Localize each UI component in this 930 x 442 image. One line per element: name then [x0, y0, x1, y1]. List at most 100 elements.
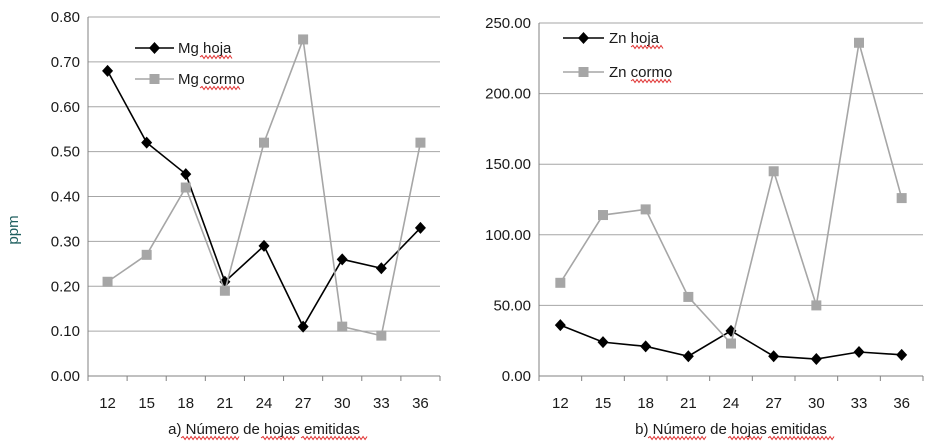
x-tick-label-a: 12: [99, 395, 116, 412]
data-point: [376, 330, 387, 341]
x-tick-label-b: 36: [893, 395, 910, 412]
legend-marker: [578, 32, 589, 44]
data-point: [258, 239, 270, 252]
data-point: [414, 221, 426, 234]
legend-label: Zn hoja: [609, 30, 660, 47]
data-point: [598, 210, 608, 221]
legend-label: Mg hoja: [178, 40, 232, 57]
data-point: [415, 137, 426, 148]
spellcheck-mark: [767, 435, 835, 441]
data-point: [180, 168, 192, 181]
spellcheck-mark: [727, 435, 763, 441]
data-point: [896, 348, 908, 361]
x-tick-label-a: 33: [373, 395, 390, 412]
spellcheck-mark: [260, 435, 296, 441]
y-tick-label-b: 150.00: [485, 156, 531, 173]
data-point: [102, 276, 113, 287]
legend-a: Mg hoja Mg cormo: [135, 40, 245, 91]
y-tick-label-a: 0.80: [51, 9, 80, 26]
x-tick-label-a: 21: [217, 395, 234, 412]
legend-marker: [149, 74, 160, 84]
y-axis-label-a: ppm: [5, 215, 22, 244]
spellcheck-mark: [630, 78, 672, 84]
spellcheck-mark: [199, 85, 241, 91]
data-point: [180, 182, 191, 193]
y-tick-label-b: 250.00: [485, 15, 531, 32]
spellcheck-mark: [630, 44, 664, 50]
x-tick-label-a: 15: [138, 395, 155, 412]
x-tick-label-b: 21: [680, 395, 697, 412]
legend-marker: [578, 67, 589, 77]
x-tick-label-a: 27: [295, 395, 312, 412]
series-line: [106, 70, 422, 329]
data-point: [896, 193, 907, 204]
data-point: [768, 166, 779, 177]
data-point: [768, 350, 780, 363]
data-point: [336, 253, 348, 266]
x-tick-label-a: 30: [334, 395, 351, 412]
legend-label: Zn cormo: [609, 64, 672, 81]
y-tick-label-a: 0.30: [51, 233, 80, 250]
y-tick-label-a: 0.70: [51, 54, 80, 71]
series-line: [559, 42, 903, 346]
data-point: [102, 64, 114, 77]
data-point: [811, 300, 822, 311]
x-tick-label-b: 30: [808, 395, 825, 412]
x-tick-label-b: 33: [851, 395, 868, 412]
spellcheck-mark: [647, 435, 707, 441]
spellcheck-mark: [300, 435, 368, 441]
data-point: [726, 338, 736, 349]
y-tick-label-a: 0.00: [51, 368, 80, 385]
x-tick-label-b: 27: [765, 395, 782, 412]
data-point: [259, 137, 269, 148]
x-tick-label-a: 36: [412, 395, 429, 412]
y-tick-label-a: 0.60: [51, 99, 80, 116]
series-mg-cormo: [102, 34, 426, 341]
legend-marker: [149, 42, 160, 54]
y-tick-label-a: 0.20: [51, 278, 80, 295]
series-mg-hoja: [102, 64, 426, 333]
data-point: [854, 37, 864, 48]
spellcheck-mark: [199, 54, 233, 60]
legend-label: Mg cormo: [178, 71, 245, 88]
y-tick-label-b: 0.00: [502, 368, 531, 385]
data-point: [141, 136, 153, 149]
data-point: [640, 340, 652, 353]
series-zn-hoja: [554, 319, 908, 366]
data-point: [853, 345, 865, 358]
x-tick-label-b: 12: [552, 395, 569, 412]
data-point: [219, 285, 230, 296]
chart-a-mg: 0.00 0.10 0.20 0.30 0.40 0.50 0.60 0.70 0.80 12 15…: [5, 9, 441, 441]
y-tick-label-b: 100.00: [485, 227, 531, 244]
gridlines-a: [88, 16, 440, 377]
y-tick-label-b: 200.00: [485, 86, 531, 103]
gridlines-b: [539, 22, 923, 377]
data-point: [141, 249, 152, 260]
legend-b: Zn hoja Zn cormo: [563, 30, 672, 84]
data-point: [683, 291, 694, 302]
y-tick-label-b: 50.00: [493, 297, 531, 314]
x-axis-caption-b: b) Número de hojas emitidas: [635, 421, 827, 438]
data-point: [682, 350, 694, 363]
data-point: [810, 353, 822, 366]
data-point: [297, 320, 309, 333]
x-axis-caption-a: a) Número de hojas emitidas: [168, 421, 360, 438]
chart-b-zn: 0.00 50.00 100.00 150.00 200.00 250.00 12 15 18 2…: [485, 15, 924, 441]
spellcheck-mark: [180, 435, 240, 441]
x-tick-label-b: 15: [595, 395, 612, 412]
data-point: [375, 262, 387, 275]
data-point: [640, 204, 651, 215]
data-point: [555, 277, 566, 288]
x-tick-label-a: 24: [256, 395, 273, 412]
y-tick-label-a: 0.10: [51, 323, 80, 340]
y-tick-label-a: 0.50: [51, 144, 80, 161]
data-point: [554, 319, 566, 332]
data-point: [337, 321, 348, 332]
x-tick-label-b: 24: [723, 395, 740, 412]
data-point: [597, 336, 609, 349]
x-tick-label-b: 18: [637, 395, 654, 412]
series-zn-cormo: [555, 37, 907, 349]
data-point: [298, 34, 309, 45]
x-tick-label-a: 18: [177, 395, 194, 412]
